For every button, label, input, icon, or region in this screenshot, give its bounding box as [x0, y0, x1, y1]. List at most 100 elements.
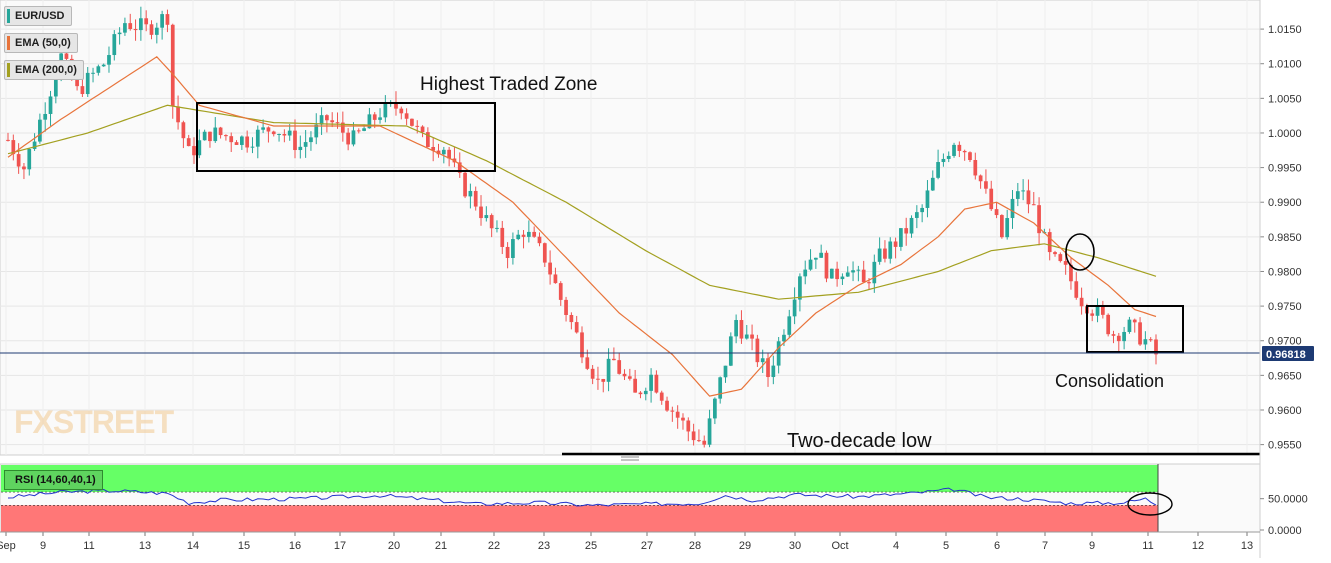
- y-tick-label: 0.9850: [1268, 232, 1302, 244]
- candle-body: [356, 130, 361, 132]
- x-tick-label: Sep: [0, 540, 16, 552]
- candle-body: [596, 378, 600, 380]
- pane-divider-handle[interactable]: [621, 456, 639, 461]
- candle-body: [633, 378, 638, 393]
- candle-body: [53, 78, 58, 97]
- rsi-oversold-zone: [1, 505, 1158, 532]
- candle-body: [845, 272, 850, 277]
- y-tick-label: 0.9700: [1268, 336, 1302, 348]
- current-price-label: 0.96818: [1266, 349, 1306, 361]
- candle-body: [585, 357, 590, 369]
- x-tick-label: 21: [435, 540, 447, 552]
- candle-body: [154, 27, 159, 35]
- candle-body: [835, 268, 839, 280]
- candle-body: [612, 358, 616, 361]
- x-tick-label: 11: [83, 540, 94, 552]
- candle-body: [144, 18, 149, 25]
- candle-body: [1037, 205, 1041, 234]
- candle-body: [85, 72, 90, 95]
- y-tick-label: 0.9750: [1268, 301, 1302, 313]
- legend-symbol-label: EUR/USD: [15, 10, 65, 22]
- legend-symbol[interactable]: EUR/USD: [4, 6, 72, 26]
- candle-body: [399, 108, 404, 114]
- candle-body: [1154, 339, 1158, 355]
- candle-body: [394, 102, 398, 109]
- candle-body: [819, 252, 824, 258]
- candle-body: [627, 376, 632, 379]
- candle-body: [309, 137, 313, 143]
- candle-body: [192, 146, 196, 156]
- candle-body: [64, 53, 69, 59]
- x-tick-label: 25: [585, 540, 597, 552]
- candle-body: [941, 158, 946, 163]
- candle-body: [165, 14, 170, 25]
- candle-body: [532, 231, 537, 237]
- candle-body: [495, 227, 499, 229]
- candle-body: [170, 24, 175, 107]
- candle-body: [271, 131, 276, 135]
- legend-rsi[interactable]: RSI (14,60,40,1): [4, 470, 103, 490]
- consolidation-box: [1086, 305, 1184, 353]
- x-tick-label: 17: [334, 540, 346, 552]
- candle-body: [378, 117, 382, 120]
- candle-body: [1116, 335, 1121, 342]
- candle-body: [133, 28, 138, 31]
- candle-body: [920, 207, 925, 213]
- candle-body: [38, 119, 42, 142]
- x-tick-label: 9: [40, 540, 46, 552]
- candle-body: [213, 127, 218, 142]
- candle-body: [1058, 254, 1063, 262]
- legend-ema50[interactable]: EMA (50,0): [4, 33, 78, 53]
- candle-body: [691, 431, 696, 441]
- candle-body: [813, 257, 818, 260]
- candle-body: [760, 358, 765, 363]
- candle-body: [798, 276, 802, 300]
- candle-body: [239, 136, 244, 145]
- candle-body: [431, 146, 436, 151]
- candle-body: [829, 268, 834, 279]
- candle-body: [16, 154, 21, 167]
- x-tick-label: 28: [689, 540, 701, 552]
- candle-body: [548, 262, 552, 275]
- candle-body: [229, 136, 234, 143]
- candle-body: [1047, 232, 1052, 253]
- candle-body: [410, 118, 414, 126]
- candle-body: [447, 149, 451, 159]
- candle-body: [659, 392, 664, 401]
- candle-body: [11, 140, 16, 155]
- y-tick-label: 1.0000: [1268, 128, 1302, 140]
- candle-body: [707, 418, 712, 445]
- ema50-swatch: [7, 36, 10, 50]
- candle-body: [861, 269, 866, 283]
- candle-body: [872, 261, 877, 284]
- candle-body: [1090, 313, 1095, 316]
- candle-body: [867, 282, 871, 284]
- candle-body: [840, 276, 845, 280]
- candle-body: [484, 215, 489, 219]
- candle-body: [415, 125, 420, 127]
- candle-body: [303, 142, 308, 147]
- candle-body: [107, 55, 111, 65]
- candle-body: [436, 150, 441, 155]
- y-tick-label: 0.9650: [1268, 370, 1302, 382]
- consolidation-label: Consolidation: [1055, 371, 1164, 391]
- x-tick-label: 30: [789, 540, 801, 552]
- legend-ema200[interactable]: EMA (200,0): [4, 60, 84, 80]
- candle-body: [245, 136, 250, 148]
- candle-body: [601, 378, 606, 382]
- candle-body: [224, 135, 228, 137]
- candle-body: [1100, 305, 1105, 315]
- candle-body: [946, 155, 951, 159]
- candle-body: [197, 140, 202, 156]
- candle-body: [404, 113, 409, 119]
- candle-body: [755, 338, 760, 363]
- candle-body: [681, 417, 685, 421]
- candle-body: [6, 139, 10, 141]
- two-decade-low-label: Two-decade low: [787, 430, 932, 452]
- candle-body: [266, 127, 271, 132]
- candle-body: [287, 130, 292, 136]
- candle-body: [952, 144, 956, 156]
- candle-body: [904, 228, 909, 234]
- candle-body: [463, 172, 467, 197]
